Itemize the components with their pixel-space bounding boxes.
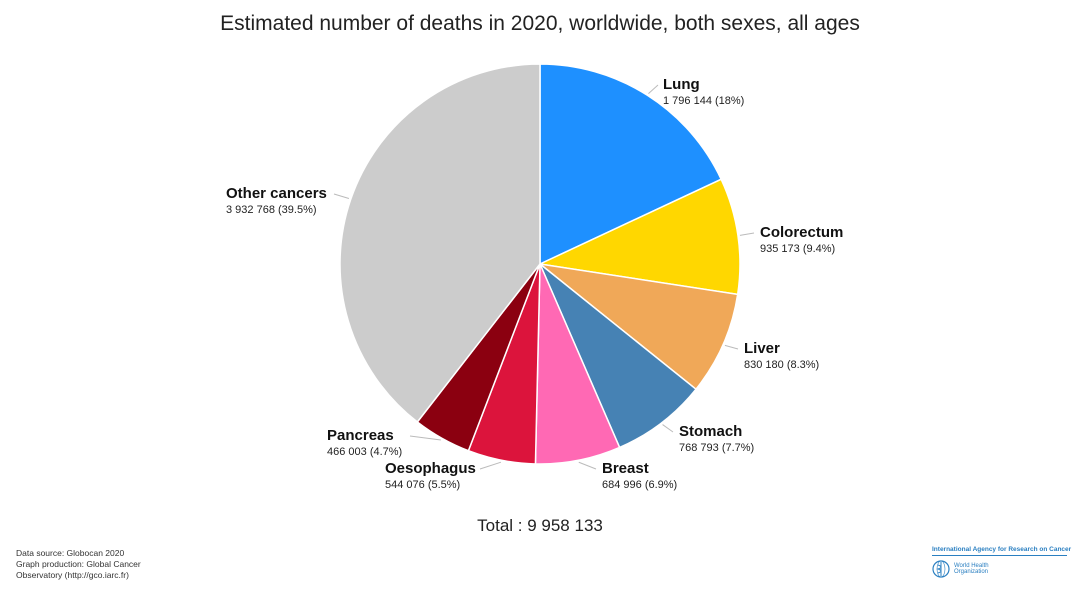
who-logo-text: World Health Organization (954, 562, 989, 576)
pie-slice-lung (539, 63, 723, 266)
slice-label-value: 466 003 (4.7%) (327, 446, 402, 458)
slice-label-value: 935 173 (9.4%) (760, 243, 835, 255)
leader-line (578, 461, 597, 470)
slice-label-name: Lung (663, 76, 700, 93)
slice-label-name: Other cancers (226, 185, 327, 202)
leader-line (739, 232, 755, 236)
leader-lines (333, 84, 755, 470)
leader-line (648, 84, 659, 94)
leader-line (409, 435, 441, 441)
slice-label-value: 684 996 (6.9%) (602, 479, 677, 491)
slice-labels: Lung 1 796 144 (18%) Colorectum 935 173 (9.… (226, 76, 843, 491)
pie-slice-stomach (539, 263, 698, 449)
gco-link[interactable]: http://gco.iarc.fr (67, 570, 127, 580)
who-emblem-icon (932, 560, 950, 578)
slice-label-value: 768 793 (7.7%) (679, 442, 754, 454)
pie-slice-colorectum (537, 178, 741, 296)
slice-label-name: Colorectum (760, 224, 843, 241)
chart-title: Estimated number of deaths in 2020, worl… (220, 12, 860, 35)
leader-line (662, 424, 674, 433)
total-label: Total : 9 958 133 (477, 516, 603, 535)
pie-slice-liver (537, 262, 739, 391)
slice-label-value: 3 932 768 (39.5%) (226, 204, 317, 216)
iarc-logo-text: International Agency for Research on Can… (932, 546, 1071, 556)
footer-observatory: Observatory (http://gco.iarc.fr) (16, 570, 129, 580)
leader-line (724, 344, 739, 350)
slice-label-name: Oesophagus (385, 460, 476, 477)
pie-slice-other-cancers (339, 63, 541, 424)
pie-slices (339, 63, 741, 465)
footer-source: Data source: Globocan 2020 Graph product… (16, 548, 141, 581)
footer-graph-production: Graph production: Global Cancer (16, 559, 141, 569)
logos: International Agency for Research on Can… (932, 546, 1071, 578)
slice-label-name: Pancreas (327, 427, 394, 444)
slice-label-value: 830 180 (8.3%) (744, 359, 819, 371)
who-logo: World Health Organization (932, 560, 1067, 578)
slice-label-name: Breast (602, 460, 649, 477)
slice-label-name: Liver (744, 340, 780, 357)
slice-label-name: Stomach (679, 423, 742, 440)
slice-label-value: 544 076 (5.5%) (385, 479, 460, 491)
slice-label-value: 1 796 144 (18%) (663, 95, 744, 107)
leader-line (333, 193, 350, 200)
leader-line (479, 461, 502, 470)
footer-data-source: Data source: Globocan 2020 (16, 548, 125, 558)
